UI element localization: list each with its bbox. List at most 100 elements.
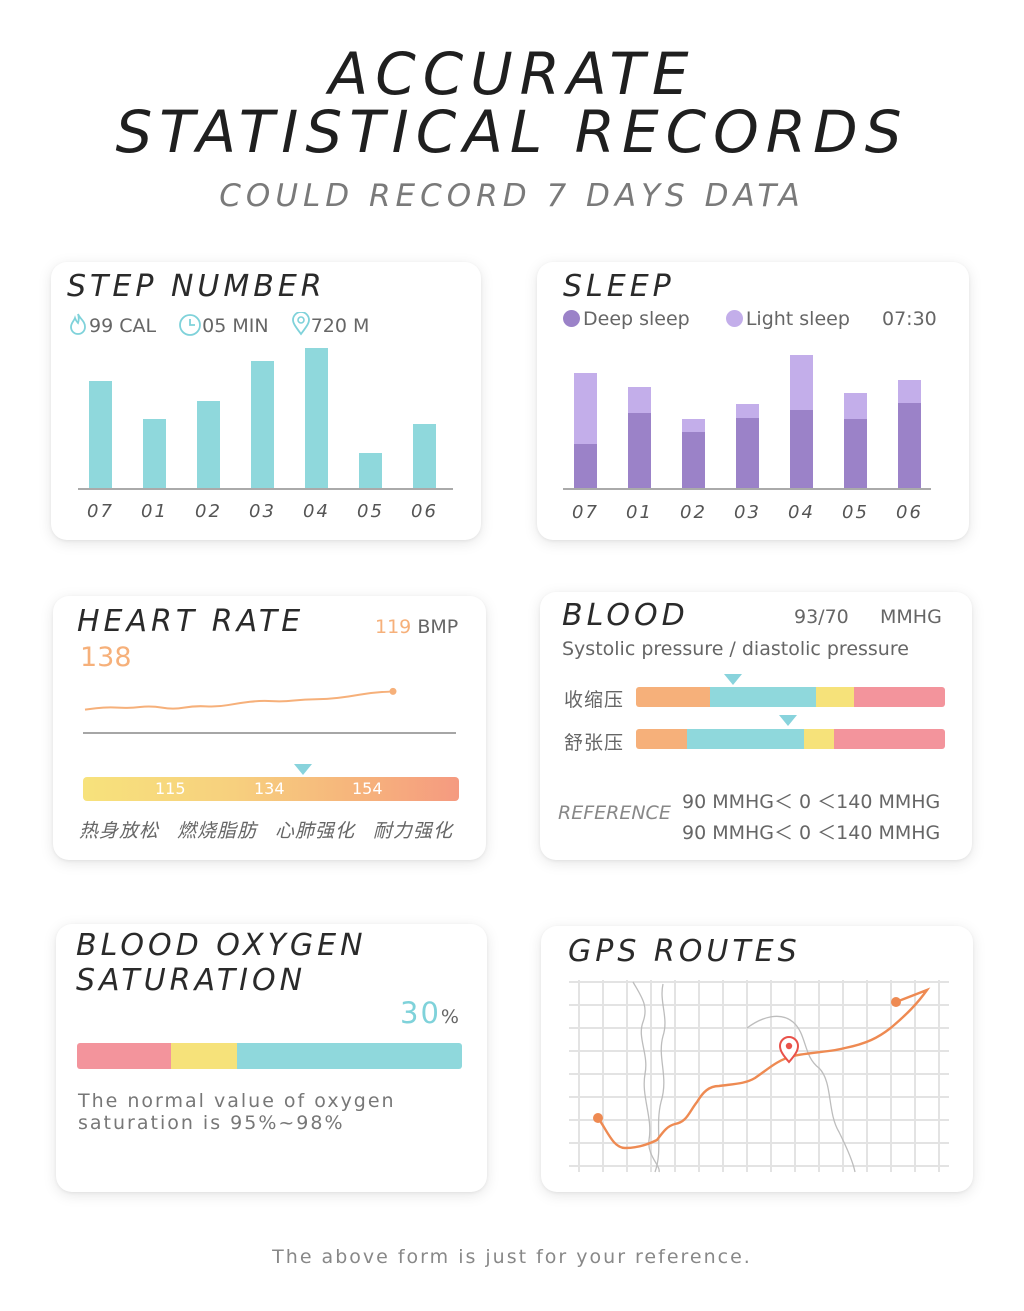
light-sleep-bar-05 (844, 393, 867, 419)
oxygen-note-line-1: The normal value of oxygen (78, 1090, 396, 1112)
sleep-title: SLEEP (563, 269, 675, 304)
sleep-tick-label: 03 (734, 502, 761, 523)
heart-zone-bar: 115 134 154 (83, 777, 459, 801)
step-bar-05 (359, 453, 382, 488)
sleep-legend: Deep sleep Light sleep 07:30 (563, 308, 937, 330)
title-line-2: STATISTICAL RECORDS (115, 98, 909, 166)
step-tick-label: 02 (195, 501, 222, 522)
step-card: STEP NUMBER 99 CAL 05 MIN 720 M 07 01 02 03… (51, 262, 481, 540)
step-tick-label: 06 (411, 501, 438, 522)
oxygen-reading: 30% (400, 996, 459, 1030)
blood-unit: MMHG (880, 606, 942, 628)
heart-rate-card: HEART RATE 119 BMP 138 115 134 154 热身放松 … (53, 596, 486, 860)
step-tick-label: 01 (141, 501, 168, 522)
systolic-label: 收缩压 (564, 689, 625, 711)
flame-icon (70, 313, 86, 335)
sleep-card: SLEEP Deep sleep Light sleep 07:30 07 01 0… (537, 262, 969, 540)
blood-oxygen-card: BLOOD OXYGEN SATURATION 30% The normal v… (56, 924, 487, 1192)
subtitle: COULD RECORD 7 DAYS DATA (219, 178, 805, 214)
light-sleep-dot (725, 310, 743, 327)
step-bar-02 (197, 401, 220, 488)
blood-description: Systolic pressure / diastolic pressure (562, 638, 909, 660)
step-tick-label: 05 (357, 501, 384, 522)
light-sleep-bar-01 (628, 387, 651, 413)
heart-zone-2: 燃烧脂肪 (177, 820, 258, 842)
light-sleep-bar-04 (790, 355, 813, 410)
sleep-tick-label: 06 (896, 502, 923, 523)
oxygen-title-line-1: BLOOD OXYGEN (76, 928, 367, 963)
heart-zone-4: 耐力强化 (373, 820, 454, 842)
minutes-value: 05 MIN (202, 315, 269, 337)
sleep-tick-label: 02 (680, 502, 707, 523)
step-bar-01 (143, 419, 166, 488)
deep-sleep-bar-06 (898, 403, 921, 488)
heart-rate-title: HEART RATE (77, 604, 305, 639)
sleep-time: 07:30 (882, 308, 937, 330)
sleep-tick-label: 01 (626, 502, 653, 523)
sleep-chart: 07 01 02 03 04 05 06 (563, 355, 931, 523)
gps-map (569, 980, 949, 1173)
heart-tick-1: 115 (155, 779, 186, 798)
deep-sleep-bar-01 (628, 413, 651, 488)
light-sleep-bar-06 (898, 380, 921, 403)
heart-rate-end-dot (389, 687, 397, 695)
map-road-3 (746, 1015, 856, 1173)
blood-title: BLOOD (562, 598, 689, 633)
route-end-dot (891, 997, 901, 1007)
heart-max-value: 138 (80, 642, 132, 673)
location-pin-icon (291, 311, 310, 336)
deep-sleep-bar-05 (844, 419, 867, 488)
step-stats: 99 CAL 05 MIN 720 M (67, 311, 370, 337)
deep-sleep-bar-07 (574, 444, 597, 488)
reference-line-1: 90 MMHG＜ 0 ＜140 MMHG (682, 791, 941, 813)
step-tick-label: 04 (303, 501, 330, 522)
reference-label: REFERENCE (558, 802, 671, 824)
blood-card: BLOOD 93/70 MMHG Systolic pressure / dia… (540, 592, 972, 860)
sleep-tick-label: 05 (842, 502, 869, 523)
light-sleep-label: Light sleep (745, 308, 850, 330)
footer-note: The above form is just for your referenc… (272, 1246, 752, 1268)
heart-marker-triangle (294, 764, 312, 775)
diastolic-label: 舒张压 (564, 732, 625, 754)
sleep-tick-label: 04 (788, 502, 815, 523)
step-bar-07 (89, 381, 112, 488)
step-title: STEP NUMBER (67, 269, 326, 304)
step-tick-label: 03 (249, 501, 276, 522)
step-chart: 07 01 02 03 04 05 06 (78, 348, 453, 522)
deep-sleep-bar-03 (736, 418, 759, 488)
deep-sleep-dot (563, 310, 580, 327)
diastolic-bar (636, 729, 945, 749)
distance-value: 720 M (310, 315, 370, 337)
oxygen-unit: % (440, 1006, 459, 1028)
calories-value: 99 CAL (89, 315, 157, 337)
heart-tick-2: 134 (254, 779, 285, 798)
deep-sleep-label: Deep sleep (583, 308, 690, 330)
sleep-tick-label: 07 (572, 502, 599, 523)
deep-sleep-bar-02 (682, 432, 705, 488)
oxygen-value: 30 (400, 996, 441, 1030)
deep-sleep-bar-04 (790, 410, 813, 488)
heart-chart (83, 687, 456, 734)
light-sleep-bar-07 (574, 373, 597, 444)
diastolic-marker-triangle (779, 715, 797, 726)
route-start-dot (593, 1113, 603, 1123)
step-bar-04 (305, 348, 328, 488)
step-tick-label: 07 (87, 501, 114, 522)
heart-zone-3: 心肺强化 (275, 820, 356, 842)
heart-current: 119 BMP (375, 616, 458, 638)
heart-zone-1: 热身放松 (79, 820, 160, 842)
step-bar-03 (251, 361, 274, 488)
light-sleep-bar-02 (682, 419, 705, 432)
light-sleep-bar-03 (736, 404, 759, 418)
heart-rate-line (84, 690, 394, 711)
heart-current-value: 119 (375, 616, 412, 638)
gps-title: GPS ROUTES (568, 934, 801, 969)
heart-current-unit: BMP (417, 616, 459, 638)
map-pin-icon (778, 1036, 800, 1064)
map-road-1 (632, 981, 660, 1173)
systolic-bar (636, 687, 945, 707)
oxygen-note-line-2: saturation is 95%~98% (78, 1112, 345, 1134)
clock-icon (179, 314, 202, 336)
gps-card: GPS ROUTES (541, 926, 973, 1192)
gps-route-line (597, 987, 931, 1150)
